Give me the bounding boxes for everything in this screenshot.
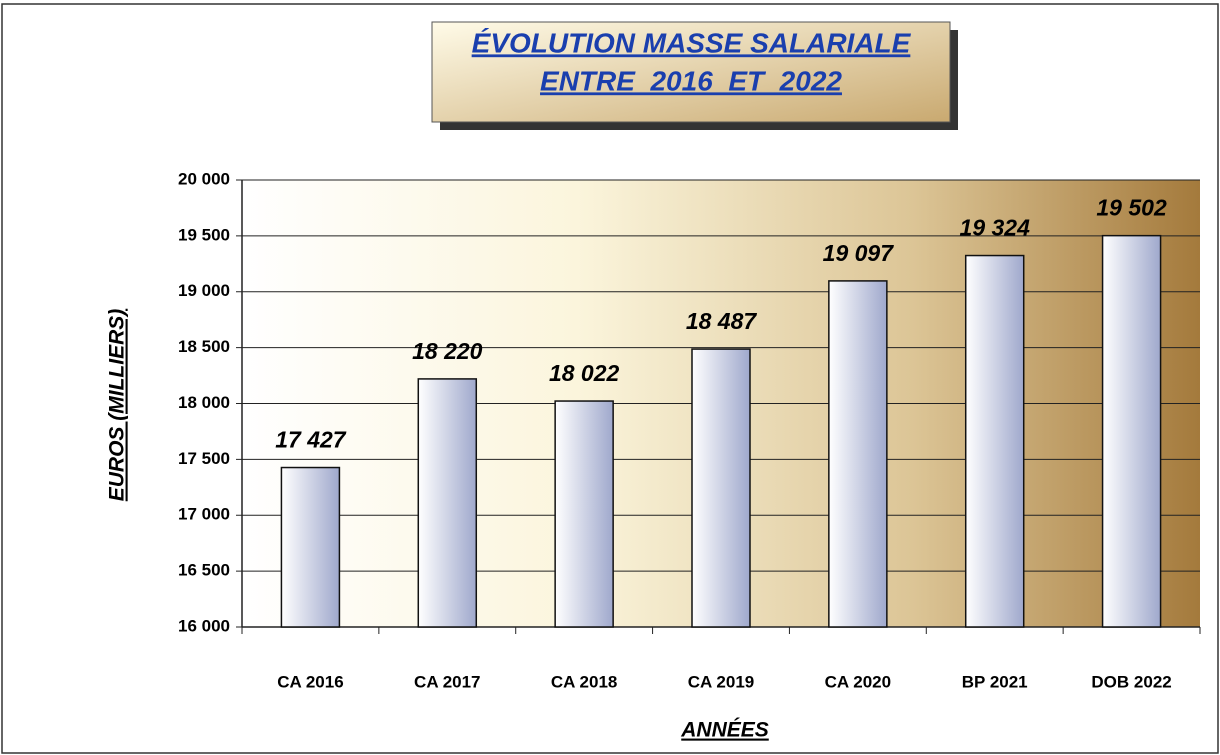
frame bbox=[1, 3, 1219, 754]
x-tick-label: CA 2018 bbox=[551, 672, 617, 691]
value-label: 19 324 bbox=[960, 215, 1031, 241]
y-tick-label: 16 000 bbox=[178, 616, 230, 635]
value-label: 17 427 bbox=[275, 427, 347, 453]
chart-title: ÉVOLUTION MASSE SALARIALE bbox=[472, 27, 912, 58]
y-tick-label: 19 000 bbox=[178, 281, 230, 300]
value-label: 18 487 bbox=[686, 308, 758, 334]
x-tick-label: CA 2020 bbox=[825, 672, 891, 691]
y-tick-label: 19 500 bbox=[178, 225, 230, 244]
value-label: 19 097 bbox=[823, 240, 895, 266]
y-tick-label: 18 000 bbox=[178, 393, 230, 412]
chart-title: ENTRE 2016 ET 2022 bbox=[540, 65, 842, 96]
bar bbox=[554, 400, 614, 628]
x-tick-label: CA 2019 bbox=[688, 672, 754, 691]
x-axis-label: ANNÉES bbox=[680, 719, 769, 742]
x-tick-label: DOB 2022 bbox=[1091, 672, 1171, 691]
title-box bbox=[431, 21, 951, 123]
y-tick-label: 17 500 bbox=[178, 449, 230, 468]
x-tick-label: CA 2016 bbox=[277, 672, 343, 691]
y-tick-label: 20 000 bbox=[178, 169, 230, 188]
bar bbox=[964, 254, 1025, 628]
value-label: 18 022 bbox=[549, 360, 620, 386]
y-tick-label: 18 500 bbox=[178, 337, 230, 356]
y-tick-label: 17 000 bbox=[178, 505, 230, 524]
y-tick-label: 16 500 bbox=[178, 561, 230, 580]
bar bbox=[280, 466, 341, 628]
y-axis-label: EUROS (MILLIERS) bbox=[106, 309, 129, 502]
bar bbox=[828, 280, 888, 628]
bar bbox=[417, 378, 478, 628]
value-label: 19 502 bbox=[1096, 195, 1167, 221]
x-tick-label: CA 2017 bbox=[414, 672, 480, 691]
value-label: 18 220 bbox=[412, 338, 483, 364]
bar bbox=[1101, 234, 1162, 628]
bar bbox=[691, 348, 751, 628]
x-tick-label: BP 2021 bbox=[962, 672, 1028, 691]
